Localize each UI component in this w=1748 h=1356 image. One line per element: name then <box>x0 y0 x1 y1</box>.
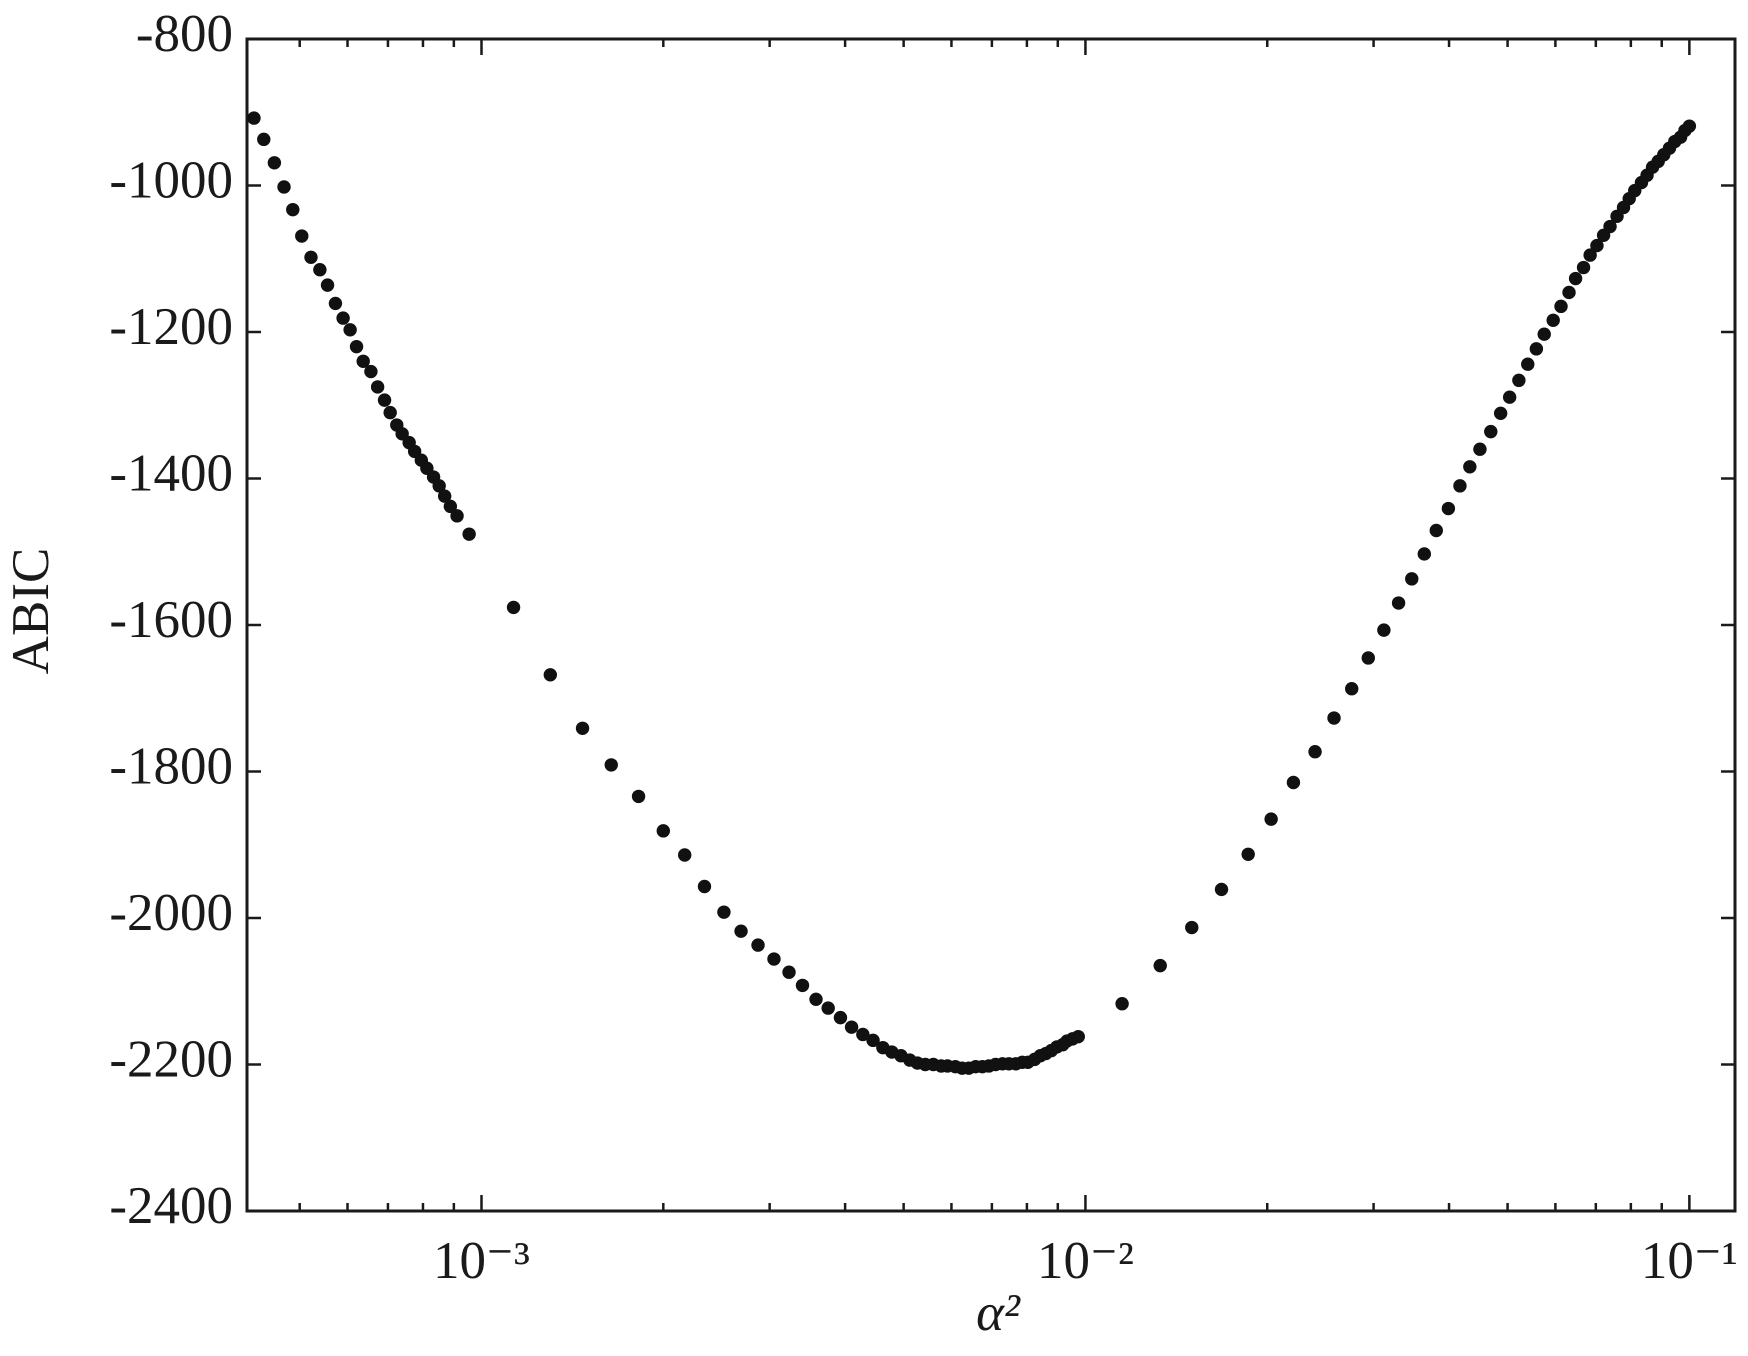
point <box>286 202 300 217</box>
point <box>1529 342 1544 356</box>
point <box>1603 219 1617 234</box>
x-tick-label: 10⁻² <box>1037 1232 1134 1290</box>
point <box>432 479 446 493</box>
point <box>697 879 712 894</box>
point <box>795 978 810 993</box>
point <box>1345 682 1359 696</box>
point <box>1377 623 1391 637</box>
point <box>267 156 282 170</box>
point <box>1214 882 1229 897</box>
x-axis-label: α² <box>976 1284 1021 1342</box>
point <box>356 354 370 368</box>
point <box>383 405 397 420</box>
point <box>782 965 796 979</box>
plot-frame <box>245 37 1737 1213</box>
point <box>343 323 357 337</box>
point <box>543 668 558 682</box>
point <box>437 489 452 503</box>
point <box>1590 238 1604 253</box>
point <box>833 1010 848 1025</box>
point <box>336 311 350 325</box>
y-tick-label: -2400 <box>109 1177 233 1235</box>
point <box>277 180 291 194</box>
point <box>1502 390 1517 404</box>
x-tick-label: 10⁻³ <box>433 1232 530 1290</box>
point <box>1521 357 1535 371</box>
point <box>1546 313 1560 327</box>
y-tick-label: -1800 <box>109 738 233 796</box>
point <box>1361 651 1375 665</box>
point <box>844 1020 859 1034</box>
point <box>677 848 692 862</box>
point <box>1153 958 1167 973</box>
y-tick-label: -1400 <box>109 445 233 503</box>
point <box>1463 460 1477 474</box>
point <box>443 499 458 514</box>
point <box>767 952 781 966</box>
point <box>656 824 670 838</box>
point <box>1286 775 1301 790</box>
point <box>1405 572 1419 586</box>
point <box>1308 745 1322 759</box>
point <box>313 263 327 277</box>
y-tick-label: -1600 <box>109 591 233 649</box>
point <box>1554 299 1568 314</box>
point <box>575 721 590 735</box>
point <box>734 924 748 938</box>
point <box>304 250 318 264</box>
x-tick-label: 10⁻¹ <box>1641 1232 1738 1290</box>
y-tick-label: -2000 <box>109 884 233 942</box>
point <box>631 789 646 804</box>
point <box>1583 248 1597 262</box>
point <box>751 938 765 952</box>
point <box>370 380 385 394</box>
point <box>1264 812 1278 826</box>
point <box>377 393 392 407</box>
point <box>328 296 343 311</box>
point <box>809 992 823 1007</box>
point <box>1537 327 1551 341</box>
point <box>866 1033 880 1048</box>
point <box>450 509 464 523</box>
point <box>1493 406 1508 421</box>
point <box>1429 523 1443 538</box>
point <box>1241 847 1255 861</box>
point <box>856 1027 870 1042</box>
point <box>320 278 335 292</box>
point <box>717 905 731 919</box>
point <box>1473 442 1487 456</box>
point <box>1115 997 1129 1011</box>
point <box>462 527 476 541</box>
point <box>821 1001 835 1015</box>
y-tick-label: -1000 <box>109 152 233 210</box>
point <box>295 229 309 243</box>
point <box>247 111 261 125</box>
y-tick-label: -800 <box>136 5 233 63</box>
point <box>1512 373 1526 388</box>
point <box>1562 285 1576 300</box>
point <box>1568 271 1583 286</box>
point <box>604 758 618 772</box>
point <box>349 339 364 354</box>
point <box>1185 920 1199 935</box>
y-tick-label: -1200 <box>109 298 233 356</box>
point <box>364 364 378 379</box>
y-tick-label: -2200 <box>109 1031 233 1089</box>
point <box>1484 424 1498 439</box>
point <box>506 600 521 615</box>
y-axis-label: ABIC <box>2 548 60 675</box>
point <box>1682 119 1697 133</box>
point <box>1417 547 1432 561</box>
point <box>1453 479 1467 493</box>
point <box>1071 1029 1085 1044</box>
point <box>257 132 271 147</box>
point <box>1576 260 1591 275</box>
point <box>1327 711 1341 725</box>
point <box>1391 596 1406 610</box>
point <box>1441 501 1456 516</box>
